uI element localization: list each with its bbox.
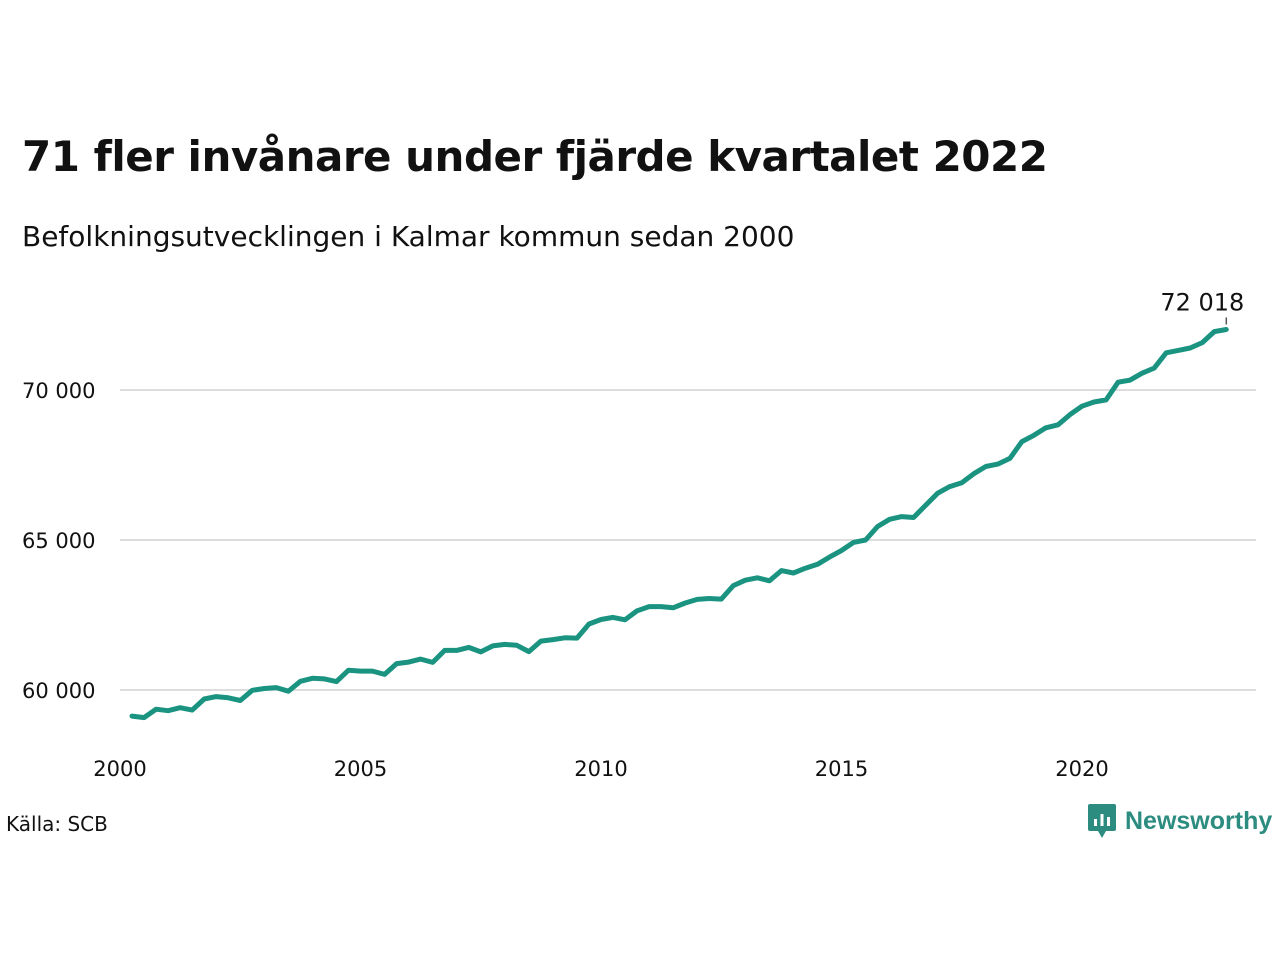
x-tick-label: 2000 [93, 757, 146, 781]
brand-logo: Newsworthy [1088, 804, 1272, 838]
y-tick-label: 65 000 [22, 529, 95, 553]
series-line [129, 327, 1229, 721]
chart-subtitle: Befolkningsutvecklingen i Kalmar kommun … [22, 220, 795, 253]
x-tick-label: 2015 [815, 757, 868, 781]
y-tick-label: 60 000 [22, 679, 95, 703]
x-tick-label: 2005 [334, 757, 387, 781]
brand-name: Newsworthy [1125, 806, 1273, 835]
line-chart: 60 000 65 000 70 000 2000 2005 2010 2015 2020 72… [22, 288, 1256, 781]
x-tick-label: 2020 [1055, 757, 1108, 781]
source-note: Källa: SCB [6, 812, 108, 836]
newsworthy-icon [1088, 804, 1116, 838]
x-tick-label: 2010 [574, 757, 627, 781]
y-tick-label: 70 000 [22, 379, 95, 403]
end-value-label: 72 018 [1160, 288, 1244, 316]
chart-title: 71 fler invånare under fjärde kvartalet … [22, 132, 1048, 181]
